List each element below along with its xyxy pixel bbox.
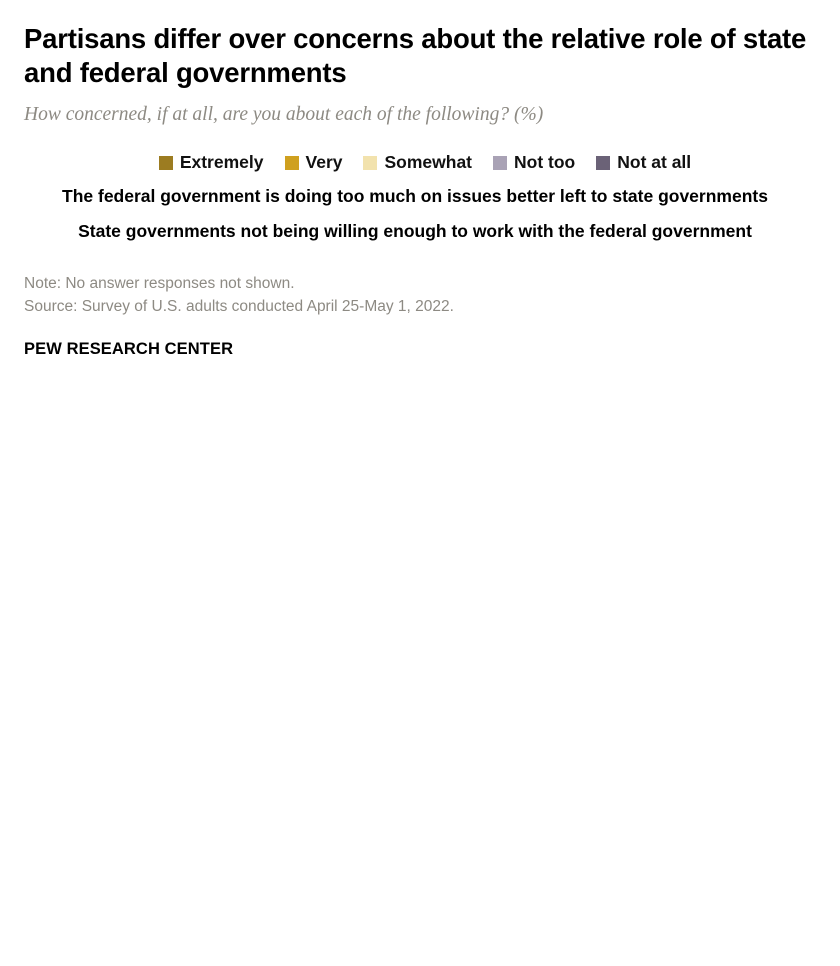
legend-item: Somewhat [363, 152, 472, 173]
panel-title: The federal government is doing too much… [62, 186, 768, 207]
chart-panel-state-not-willing: State governments not being willing enou… [24, 220, 816, 242]
legend-swatch-icon [493, 155, 508, 170]
chart-source: Source: Survey of U.S. adults conducted … [24, 298, 454, 316]
legend-item: Very [284, 152, 343, 173]
chart-subtitle: How concerned, if at all, are you about … [24, 104, 544, 126]
page-title: Partisans differ over concerns about the… [24, 23, 807, 89]
legend-swatch-icon [284, 155, 299, 170]
legend-swatch-icon [158, 155, 173, 170]
panel-title: State governments not being willing enou… [78, 220, 752, 241]
legend-item: Extremely [158, 152, 264, 173]
chart-footer: Note: No answer responses not shown. Sou… [24, 272, 816, 360]
legend-label: Not at all [617, 152, 692, 173]
chart-panel-federal-too-much: The federal government is doing too much… [24, 185, 816, 207]
chart-legend: Extremely Very Somewhat Not too Not at all [24, 152, 816, 173]
legend-label: Not too [514, 152, 576, 173]
legend-label: Very [305, 152, 343, 173]
brand-label: PEW RESEARCH CENTER [24, 340, 234, 359]
legend-label: Extremely [179, 152, 264, 173]
legend-swatch-icon [596, 155, 611, 170]
legend-swatch-icon [363, 155, 378, 170]
legend-item: Not at all [596, 152, 691, 173]
legend-item: Not too [493, 152, 575, 173]
chart-note: Note: No answer responses not shown. [24, 274, 295, 292]
legend-label: Somewhat [384, 152, 473, 173]
